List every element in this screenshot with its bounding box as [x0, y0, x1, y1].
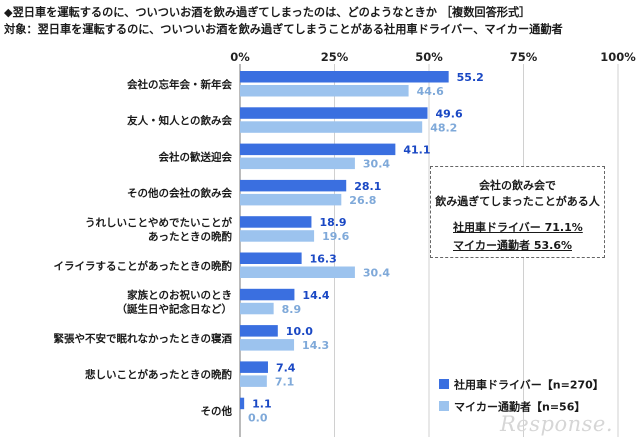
data-label: 14.3: [302, 339, 329, 352]
legend-label: 社用車ドライバー【n=270】: [453, 378, 604, 392]
x-tick-label: 0%: [230, 50, 250, 64]
category-label: うれしいことやめでたいことが: [85, 216, 232, 229]
category-label: （誕生日や記念日など）: [117, 303, 233, 316]
data-label: 30.4: [363, 158, 390, 171]
annotation-heading-1: 会社の飲み会で: [479, 179, 556, 192]
data-label: 28.1: [354, 180, 381, 193]
data-label: 10.0: [286, 325, 313, 338]
bar-car-commuter: [240, 230, 315, 242]
legend-label: マイカー通勤者【n=56】: [454, 400, 585, 414]
bar-company-driver: [240, 252, 302, 264]
data-label: 16.3: [310, 253, 337, 266]
category-label: 会社の歓送迎会: [159, 150, 233, 163]
x-tick-label: 100%: [600, 50, 636, 64]
legend-swatch: [439, 401, 449, 411]
data-label: 48.2: [430, 121, 457, 134]
data-label: 8.9: [282, 303, 302, 316]
data-label: 49.6: [435, 107, 462, 120]
bar-company-driver: [240, 288, 295, 301]
bar-car-commuter: [240, 121, 423, 133]
bar-car-commuter: [240, 302, 274, 315]
category-label: 友人・知人との飲み会: [126, 114, 232, 127]
x-tick-label: 25%: [321, 50, 349, 64]
bar-car-commuter: [240, 85, 409, 97]
annotation-box: 会社の飲み会で 飲み過ぎてしまったことがある人 社用車ドライバー 71.1% マ…: [430, 166, 605, 258]
data-label: 44.6: [417, 85, 444, 98]
chart-title: ◆翌日車を運転するのに、ついついお酒を飲み過ぎてしまったのは、どのようなときか …: [4, 6, 531, 19]
chart-subtitle: 対象：翌日車を運転するのに、ついついお酒を飲み過ぎてしまうことがある社用車ドライ…: [4, 23, 563, 36]
bar-company-driver: [240, 179, 347, 192]
bar-car-commuter: [240, 157, 355, 170]
bar-company-driver: [240, 71, 449, 83]
bar-company-driver: [240, 216, 312, 228]
category-label: 緊張や不安で眠れなかったときの寝酒: [54, 332, 233, 345]
data-label: 41.1: [403, 144, 430, 157]
bar-car-commuter: [240, 375, 267, 387]
x-tick-label: 50%: [415, 50, 443, 64]
bar-car-commuter: [240, 193, 342, 206]
annotation-heading-2: 飲み過ぎてしまったことがある人: [435, 195, 600, 208]
response-watermark-logo: Response.: [500, 412, 614, 436]
data-label: 7.4: [276, 361, 296, 374]
bar-company-driver: [240, 143, 396, 156]
annotation-commuter: マイカー通勤者 53.6%: [453, 239, 572, 252]
bar-car-commuter: [240, 266, 355, 278]
data-label: 26.8: [349, 194, 376, 207]
category-label: あったときの晩酌: [148, 230, 232, 243]
bar-company-driver: [240, 397, 245, 410]
annotation-company-driver: 社用車ドライバー 71.1%: [453, 221, 583, 234]
legend-swatch: [439, 379, 449, 389]
data-label: 0.0: [248, 412, 268, 425]
data-label: 55.2: [457, 71, 484, 84]
data-label: 1.1: [252, 398, 272, 411]
bar-company-driver: [240, 107, 428, 119]
bar-car-commuter: [240, 339, 295, 351]
category-label: その他: [201, 404, 233, 417]
bar-company-driver: [240, 325, 278, 337]
data-label: 30.4: [363, 267, 390, 280]
data-label: 18.9: [319, 216, 346, 229]
data-label: 19.6: [322, 230, 349, 243]
category-label: 悲しいことがあったときの晩酌: [85, 368, 232, 381]
data-label: 14.4: [302, 289, 329, 302]
category-label: 家族とのお祝いのとき: [127, 289, 232, 302]
category-label: イライラすることがあったときの晩酌: [54, 259, 233, 272]
category-label: 会社の忘年会・新年会: [127, 78, 232, 91]
data-label: 7.1: [275, 375, 295, 388]
bar-company-driver: [240, 361, 268, 373]
x-tick-label: 75%: [510, 50, 538, 64]
category-label: その他の会社の飲み会: [127, 187, 232, 200]
